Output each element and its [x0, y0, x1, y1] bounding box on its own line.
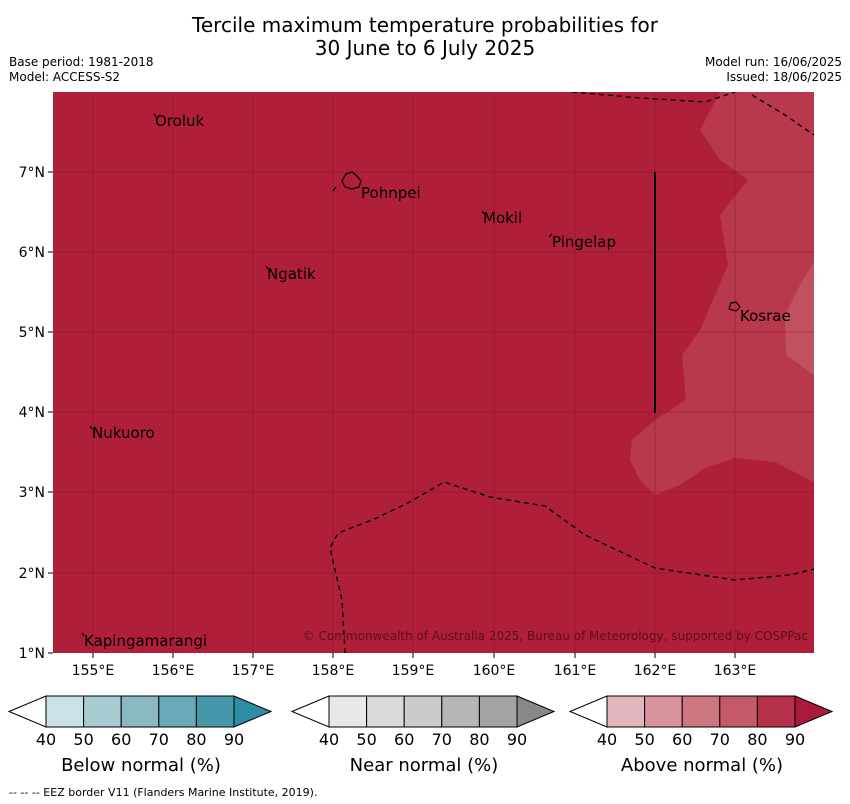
colorbar-tick-label: 40 — [597, 730, 617, 749]
colorbar-segment — [121, 696, 159, 727]
lat-tick-label: 4°N — [19, 405, 45, 421]
colorbar-under-triangle — [570, 696, 607, 727]
colorbar-tick-label: 70 — [432, 730, 452, 749]
colorbar-segment — [645, 696, 683, 727]
lon-tick-label: 157°E — [232, 663, 275, 679]
colorbar-segment — [442, 696, 480, 727]
lon-tick-label: 163°E — [714, 663, 757, 679]
place-label-pohnpei: Pohnpei — [361, 184, 421, 202]
lat-tick-labels: 1°N 2°N 3°N 4°N 5°N 6°N 7°N — [19, 165, 45, 662]
colorbar-label-above: Above normal (%) — [570, 755, 834, 776]
colorbar-near: 40 50 60 70 80 90 — [292, 696, 554, 749]
place-label-oroluk: Oroluk — [155, 112, 204, 130]
colorbar-under-triangle — [9, 696, 46, 727]
colorbar-tick-label: 50 — [356, 730, 376, 749]
lat-tick-label: 3°N — [19, 485, 45, 501]
lat-tick-label: 7°N — [19, 165, 45, 181]
place-label-pingelap: Pingelap — [552, 233, 616, 251]
colorbar-label-below: Below normal (%) — [9, 755, 273, 776]
lat-tick-label: 2°N — [19, 566, 45, 582]
colorbar-segment — [196, 696, 234, 727]
colorbar-segment — [757, 696, 795, 727]
colorbar-segment — [84, 696, 122, 727]
lon-tick-labels: 155°E 156°E 157°E 158°E 159°E 160°E 161°… — [72, 663, 757, 679]
colorbar-tick-label: 50 — [73, 730, 93, 749]
lon-tick-label: 158°E — [312, 663, 355, 679]
place-label-ngatik: Ngatik — [267, 265, 316, 283]
colorbar-tick-label: 60 — [111, 730, 131, 749]
colorbar-tick-label: 60 — [672, 730, 692, 749]
lat-tick-label: 6°N — [19, 245, 45, 261]
lat-tick-label: 1°N — [19, 646, 45, 662]
colorbar-segment — [479, 696, 517, 727]
colorbar-over-triangle — [234, 696, 271, 727]
colorbar-segment — [329, 696, 367, 727]
colorbar-label-near: Near normal (%) — [292, 755, 556, 776]
colorbar-segment — [720, 696, 758, 727]
lon-tick-label: 156°E — [152, 663, 195, 679]
colorbar-segment — [607, 696, 645, 727]
lon-tick-label: 155°E — [72, 663, 115, 679]
colorbar-tick-label: 80 — [186, 730, 206, 749]
colorbar-tick-label: 70 — [710, 730, 730, 749]
colorbar-tick-label: 60 — [394, 730, 414, 749]
lon-tick-label: 161°E — [554, 663, 597, 679]
copyright-notice: © Commonwealth of Australia 2025, Bureau… — [303, 629, 808, 643]
colorbar-tick-label: 80 — [469, 730, 489, 749]
colorbar-tick-label: 90 — [785, 730, 805, 749]
place-label-nukuoro: Nukuoro — [92, 424, 155, 442]
colorbar-segment — [404, 696, 442, 727]
colorbar-under-triangle — [292, 696, 329, 727]
colorbar-below: 40 50 60 70 80 90 — [9, 696, 271, 749]
colorbars: 40 50 60 70 80 90 40 50 60 70 80 90 40 50 60 70 80 90 — [9, 696, 832, 749]
lon-tick-label: 159°E — [392, 663, 435, 679]
eez-footnote: -- -- -- EEZ border V11 (Flanders Marine… — [9, 786, 317, 799]
colorbar-tick-label: 80 — [747, 730, 767, 749]
colorbar-above: 40 50 60 70 80 90 — [570, 696, 832, 749]
colorbar-segment — [46, 696, 84, 727]
colorbar-tick-label: 90 — [224, 730, 244, 749]
colorbar-tick-label: 40 — [319, 730, 339, 749]
colorbar-tick-label: 70 — [149, 730, 169, 749]
lat-tick-label: 5°N — [19, 325, 45, 341]
colorbar-segment — [367, 696, 405, 727]
colorbar-tick-label: 40 — [36, 730, 56, 749]
colorbar-over-triangle — [795, 696, 832, 727]
lon-tick-label: 162°E — [634, 663, 677, 679]
colorbar-segment — [682, 696, 720, 727]
colorbar-tick-label: 50 — [634, 730, 654, 749]
place-label-mokil: Mokil — [483, 209, 522, 227]
place-label-kosrae: Kosrae — [740, 307, 791, 325]
lon-tick-label: 160°E — [473, 663, 516, 679]
colorbar-over-triangle — [517, 696, 554, 727]
place-label-kapingamarangi: Kapingamarangi — [84, 632, 207, 650]
colorbar-segment — [159, 696, 197, 727]
colorbar-tick-label: 90 — [507, 730, 527, 749]
